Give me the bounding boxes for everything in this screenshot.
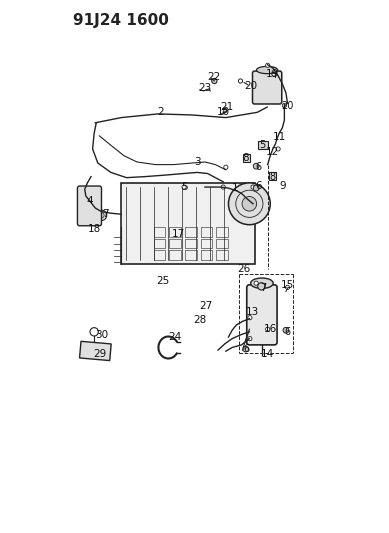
Bar xyxy=(243,154,250,162)
Bar xyxy=(201,251,212,260)
Circle shape xyxy=(253,163,259,169)
Text: 8: 8 xyxy=(270,172,276,182)
Bar xyxy=(216,239,228,248)
Text: 19: 19 xyxy=(266,69,280,79)
Circle shape xyxy=(182,185,186,189)
Text: 9: 9 xyxy=(279,181,286,190)
Text: 24: 24 xyxy=(168,332,181,342)
FancyBboxPatch shape xyxy=(252,71,282,104)
Circle shape xyxy=(254,281,258,285)
Circle shape xyxy=(243,346,249,352)
Circle shape xyxy=(224,165,228,169)
Ellipse shape xyxy=(256,67,278,74)
Text: 28: 28 xyxy=(193,315,206,325)
Text: 21: 21 xyxy=(220,102,233,112)
Text: 10: 10 xyxy=(217,107,230,117)
Ellipse shape xyxy=(251,278,273,288)
Text: 26: 26 xyxy=(238,264,251,274)
Circle shape xyxy=(253,185,259,191)
Circle shape xyxy=(283,327,289,333)
Text: 30: 30 xyxy=(95,330,108,341)
Bar xyxy=(170,227,181,237)
Bar xyxy=(185,227,196,237)
Circle shape xyxy=(266,327,270,332)
Text: 14: 14 xyxy=(261,349,274,359)
Circle shape xyxy=(248,336,252,341)
Circle shape xyxy=(212,78,217,84)
Text: 20: 20 xyxy=(244,81,258,91)
Text: 5: 5 xyxy=(259,140,266,150)
Text: 12: 12 xyxy=(266,147,280,157)
Text: 23: 23 xyxy=(198,83,212,93)
Circle shape xyxy=(221,185,225,189)
Text: 8: 8 xyxy=(242,153,249,163)
Text: 6: 6 xyxy=(255,181,261,190)
Bar xyxy=(170,251,181,260)
Text: 5: 5 xyxy=(181,182,187,192)
Text: 6: 6 xyxy=(255,162,261,172)
Text: 2: 2 xyxy=(157,107,164,117)
Text: 18: 18 xyxy=(88,224,101,234)
Circle shape xyxy=(258,282,265,290)
Bar xyxy=(239,192,261,215)
Text: 4: 4 xyxy=(87,196,93,206)
Bar xyxy=(258,141,268,149)
Text: 29: 29 xyxy=(93,349,106,359)
Circle shape xyxy=(251,185,255,189)
FancyBboxPatch shape xyxy=(77,186,102,226)
Bar xyxy=(201,227,212,237)
Circle shape xyxy=(270,174,274,179)
Text: 91J24 1600: 91J24 1600 xyxy=(73,13,169,28)
Bar xyxy=(154,251,165,260)
Bar xyxy=(216,251,228,260)
FancyBboxPatch shape xyxy=(247,285,277,345)
Text: 13: 13 xyxy=(245,308,259,318)
Bar xyxy=(154,227,165,237)
Bar xyxy=(269,172,276,180)
Text: 27: 27 xyxy=(200,301,213,311)
Text: 7: 7 xyxy=(260,284,266,294)
Circle shape xyxy=(266,63,270,67)
Text: 3: 3 xyxy=(194,157,200,167)
Circle shape xyxy=(96,210,107,221)
Bar xyxy=(79,341,111,361)
Bar xyxy=(216,227,228,237)
Circle shape xyxy=(94,194,98,198)
Bar xyxy=(121,183,254,264)
Text: 11: 11 xyxy=(273,132,286,142)
Text: 15: 15 xyxy=(281,280,294,290)
Circle shape xyxy=(242,197,257,211)
Circle shape xyxy=(276,147,280,151)
Text: 25: 25 xyxy=(156,276,170,286)
Text: 1: 1 xyxy=(232,183,238,193)
Circle shape xyxy=(282,103,286,108)
Bar xyxy=(185,239,196,248)
Bar xyxy=(154,239,165,248)
Text: 22: 22 xyxy=(208,72,221,82)
Circle shape xyxy=(228,183,270,225)
Circle shape xyxy=(244,156,248,160)
Bar xyxy=(185,251,196,260)
Text: 16: 16 xyxy=(264,324,277,334)
Bar xyxy=(170,239,181,248)
Circle shape xyxy=(89,203,93,207)
Text: 20: 20 xyxy=(281,101,294,110)
Circle shape xyxy=(248,316,252,320)
Text: 17: 17 xyxy=(172,229,186,239)
Text: 6: 6 xyxy=(284,327,291,337)
Text: 6: 6 xyxy=(244,344,250,354)
Text: 7: 7 xyxy=(102,209,109,219)
Circle shape xyxy=(97,209,102,214)
Bar xyxy=(201,239,212,248)
